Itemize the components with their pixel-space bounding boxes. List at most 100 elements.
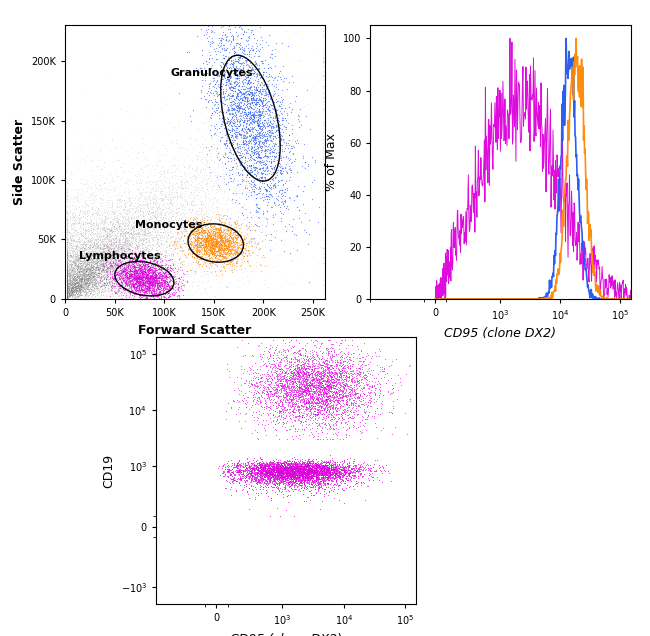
Point	[117, 280, 127, 290]
Point	[126, 278, 136, 288]
Point	[81, 260, 92, 270]
Point	[74, 249, 85, 259]
Point	[314, 459, 324, 469]
Point	[272, 113, 283, 123]
Point	[343, 469, 354, 480]
Point	[66, 283, 77, 293]
Point	[234, 226, 244, 237]
Point	[300, 111, 311, 121]
Point	[128, 279, 138, 289]
Point	[256, 467, 266, 477]
Point	[70, 141, 80, 151]
Point	[299, 383, 309, 393]
Point	[73, 273, 83, 283]
Point	[77, 286, 87, 296]
Point	[324, 406, 334, 416]
Point	[120, 264, 130, 274]
Point	[114, 219, 124, 230]
Point	[191, 247, 202, 257]
Point	[235, 466, 246, 476]
Point	[80, 292, 90, 302]
Point	[100, 177, 110, 188]
Point	[118, 216, 129, 226]
Point	[231, 476, 241, 486]
Point	[239, 84, 249, 94]
Point	[304, 464, 315, 474]
Point	[243, 78, 254, 88]
Point	[75, 287, 86, 298]
Point	[62, 263, 72, 273]
Point	[116, 277, 126, 287]
Point	[69, 266, 79, 276]
Point	[225, 145, 235, 155]
Point	[324, 464, 335, 474]
Point	[118, 256, 129, 266]
Point	[214, 233, 225, 244]
Point	[102, 247, 112, 257]
Point	[349, 396, 359, 406]
Point	[100, 249, 110, 259]
Point	[83, 265, 94, 275]
Point	[154, 263, 164, 273]
Point	[365, 469, 375, 479]
Point	[321, 469, 332, 480]
Point	[66, 270, 77, 280]
Point	[111, 240, 121, 250]
Point	[87, 275, 98, 285]
Point	[311, 458, 321, 468]
Point	[75, 280, 85, 291]
Point	[108, 256, 118, 266]
Point	[338, 386, 348, 396]
Point	[119, 260, 129, 270]
Point	[313, 405, 323, 415]
Point	[164, 280, 174, 291]
Point	[87, 258, 98, 268]
Point	[71, 254, 81, 265]
Point	[109, 256, 120, 266]
Point	[224, 256, 235, 266]
Point	[138, 138, 148, 148]
Point	[188, 72, 199, 82]
Point	[78, 239, 88, 249]
Point	[294, 457, 304, 467]
Point	[62, 275, 72, 285]
Point	[338, 476, 348, 486]
Point	[91, 243, 101, 253]
Point	[78, 264, 88, 274]
Point	[293, 430, 304, 440]
Point	[112, 218, 123, 228]
Point	[325, 370, 335, 380]
Point	[64, 216, 75, 226]
Point	[355, 364, 365, 374]
Point	[98, 244, 109, 254]
Point	[79, 237, 89, 247]
Point	[79, 286, 90, 296]
Point	[204, 223, 214, 233]
Point	[316, 391, 326, 401]
Point	[120, 198, 131, 208]
Point	[254, 221, 265, 231]
Point	[297, 465, 307, 475]
Point	[87, 282, 98, 292]
Point	[249, 473, 259, 483]
Point	[165, 222, 176, 232]
Point	[84, 277, 94, 287]
Point	[109, 273, 119, 284]
Point	[317, 422, 327, 432]
Point	[88, 242, 98, 252]
Point	[137, 268, 148, 279]
Point	[98, 263, 109, 273]
Point	[82, 256, 92, 266]
Point	[64, 266, 74, 277]
Point	[62, 238, 72, 249]
Point	[324, 487, 334, 497]
Point	[89, 277, 99, 287]
Point	[336, 467, 346, 478]
Point	[166, 287, 177, 297]
Point	[286, 401, 296, 411]
Point	[91, 275, 101, 286]
Point	[300, 368, 310, 378]
Point	[261, 204, 271, 214]
Point	[216, 240, 227, 251]
Point	[333, 411, 343, 422]
